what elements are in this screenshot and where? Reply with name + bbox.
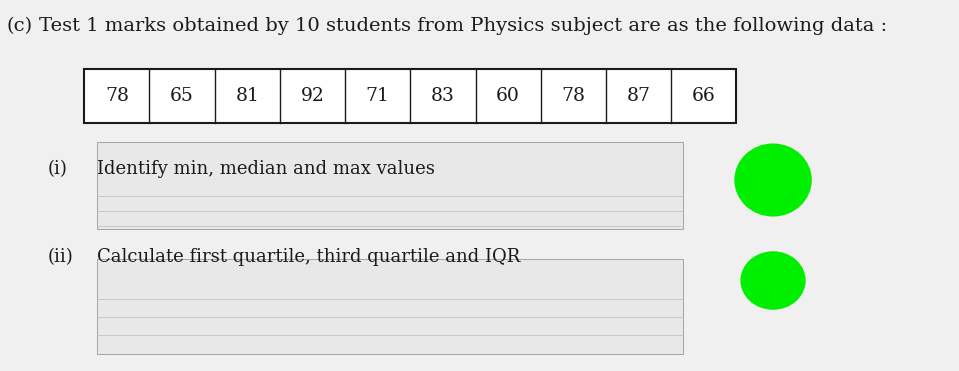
Bar [97, 142, 684, 229]
Ellipse shape [735, 144, 811, 217]
Text: 81: 81 [235, 87, 259, 105]
Text: Identify min, median and max values: Identify min, median and max values [97, 160, 434, 178]
Text: 83: 83 [431, 87, 455, 105]
Text: 78: 78 [105, 87, 129, 105]
Text: 65: 65 [170, 87, 194, 105]
Text: Test 1 marks obtained by 10 students from Physics subject are as the following d: Test 1 marks obtained by 10 students fro… [39, 17, 888, 35]
Bar [84, 69, 737, 124]
Text: 60: 60 [496, 87, 520, 105]
Text: (ii): (ii) [48, 247, 73, 266]
Text: Calculate first quartile, third quartile and IQR: Calculate first quartile, third quartile… [97, 247, 520, 266]
Text: 66: 66 [691, 87, 715, 105]
Bar [97, 259, 684, 354]
Text: (i): (i) [48, 160, 67, 178]
Text: (c): (c) [7, 17, 33, 35]
Text: 87: 87 [626, 87, 650, 105]
Text: 78: 78 [561, 87, 585, 105]
Ellipse shape [740, 251, 806, 310]
Text: 92: 92 [300, 87, 324, 105]
Text: 71: 71 [365, 87, 389, 105]
